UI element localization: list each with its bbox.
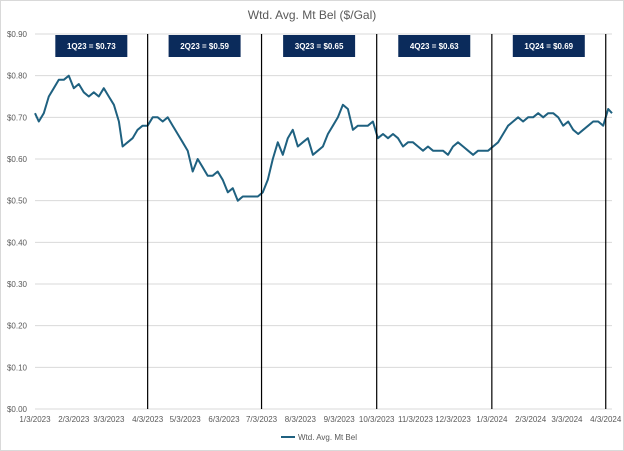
quarter-label-box	[512, 35, 585, 57]
quarter-label: 2Q23 = $0.59	[180, 42, 229, 51]
quarter-label-box	[398, 35, 471, 57]
x-tick-label: 6/3/2023	[208, 415, 240, 424]
y-axis-ticks: $0.00 $0.10 $0.20 $0.30 $0.40 $0.50 $0.60 $0.70…	[7, 30, 28, 414]
quarter-labels: 1Q23 = $0.73 2Q23 = $0.59 3Q23 = $0.65 4Q23…	[55, 35, 585, 57]
series-layer	[34, 74, 613, 202]
y-tick-label: $0.60	[7, 155, 28, 164]
quarter-label: 1Q24 = $0.69	[524, 42, 573, 51]
quarter-dividers	[147, 34, 607, 409]
quarter-label: 3Q23 = $0.65	[295, 42, 344, 51]
chart-title: Wtd. Avg. Mt Bel ($/Gal)	[247, 8, 377, 22]
x-tick-label: 10/3/2023	[359, 415, 395, 424]
y-tick-label: $0.90	[7, 30, 28, 39]
x-tick-label: 3/3/2024	[551, 415, 583, 424]
gridlines	[35, 33, 612, 410]
y-tick-label: $0.80	[7, 72, 28, 81]
x-tick-label: 8/3/2023	[285, 415, 317, 424]
x-tick-label: 5/3/2023	[170, 415, 202, 424]
x-tick-label: 9/3/2023	[324, 415, 356, 424]
x-tick-label: 2/3/2023	[58, 415, 90, 424]
y-tick-label: $0.00	[7, 405, 28, 414]
y-tick-label: $0.30	[7, 280, 28, 289]
y-tick-label: $0.20	[7, 322, 28, 331]
x-tick-label: 1/3/2023	[19, 415, 51, 424]
quarter-label: 1Q23 = $0.73	[67, 42, 116, 51]
x-tick-label: 11/3/2023	[398, 415, 434, 424]
y-tick-label: $0.70	[7, 113, 28, 122]
y-tick-label: $0.50	[7, 197, 28, 206]
quarter-label: 4Q23 = $0.63	[410, 42, 459, 51]
y-tick-label: $0.40	[7, 238, 28, 247]
quarter-label-box	[283, 35, 356, 57]
x-tick-label: 2/3/2024	[515, 415, 547, 424]
x-tick-label: 1/3/2024	[476, 415, 508, 424]
x-tick-label: 7/3/2023	[246, 415, 278, 424]
x-tick-label: 3/3/2023	[93, 415, 125, 424]
y-tick-label: $0.10	[7, 363, 28, 372]
x-axis-ticks: 1/3/2023 2/3/2023 3/3/2023 4/3/2023 5/3/2023…	[19, 415, 621, 424]
quarter-label-box	[168, 35, 241, 57]
series-line	[34, 74, 613, 202]
quarter-label-box	[55, 35, 128, 57]
legend: Wtd. Avg. Mt Bel	[281, 433, 357, 442]
x-tick-label: 12/3/2023	[435, 415, 471, 424]
legend-label: Wtd. Avg. Mt Bel	[298, 433, 357, 442]
x-tick-label: 4/3/2023	[132, 415, 164, 424]
x-tick-label: 4/3/2024	[590, 415, 622, 424]
